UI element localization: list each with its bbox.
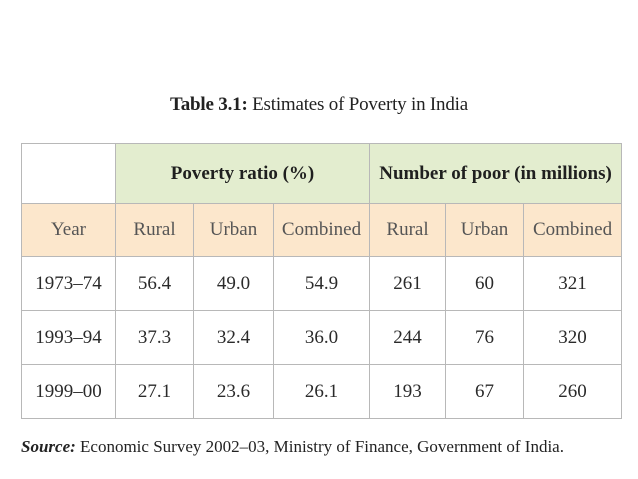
source-label: Source: xyxy=(21,437,76,456)
source-text: Economic Survey 2002–03, Ministry of Fin… xyxy=(80,437,564,456)
cell-year: 1999–00 xyxy=(21,364,116,419)
column-header-row: Year Rural Urban Combined Rural Urban Co… xyxy=(21,203,623,257)
cell-ratio-combined: 26.1 xyxy=(272,364,371,419)
cell-year: 1993–94 xyxy=(21,310,116,365)
cell-poor-rural: 261 xyxy=(369,256,447,311)
cell-poor-combined: 320 xyxy=(523,310,623,365)
empty-corner-cell xyxy=(21,143,116,204)
group-header-number-of-poor: Number of poor (in millions) xyxy=(369,143,623,204)
cell-poor-rural: 244 xyxy=(369,310,447,365)
table-title-label: Table 3.1: xyxy=(170,94,248,115)
source-note: Source: Economic Survey 2002–03, Ministr… xyxy=(21,437,564,457)
group-header-poverty-ratio: Poverty ratio (%) xyxy=(114,143,371,204)
cell-poor-rural: 193 xyxy=(369,364,447,419)
cell-ratio-combined: 36.0 xyxy=(272,310,371,365)
cell-ratio-rural: 56.4 xyxy=(115,256,194,311)
column-header-poor-combined: Combined xyxy=(523,203,623,257)
cell-ratio-rural: 27.1 xyxy=(115,364,194,419)
cell-year: 1973–74 xyxy=(21,256,116,311)
cell-poor-combined: 260 xyxy=(523,364,623,419)
cell-ratio-urban: 49.0 xyxy=(193,256,274,311)
column-header-ratio-rural: Rural xyxy=(115,203,194,257)
column-header-poor-rural: Rural xyxy=(369,203,447,257)
column-header-poor-urban: Urban xyxy=(445,203,525,257)
cell-poor-urban: 60 xyxy=(445,256,525,311)
table-title: Table 3.1: Estimates of Poverty in India xyxy=(0,94,638,116)
column-header-year: Year xyxy=(21,203,116,257)
column-header-ratio-combined: Combined xyxy=(272,203,371,257)
cell-poor-urban: 76 xyxy=(445,310,525,365)
table-title-text: Estimates of Poverty in India xyxy=(252,94,468,115)
table-row: 1999–00 27.1 23.6 26.1 193 67 260 xyxy=(21,364,623,419)
group-header-row: Poverty ratio (%) Number of poor (in mil… xyxy=(21,143,623,204)
cell-poor-urban: 67 xyxy=(445,364,525,419)
cell-poor-combined: 321 xyxy=(523,256,623,311)
table-row: 1973–74 56.4 49.0 54.9 261 60 321 xyxy=(21,256,623,311)
cell-ratio-combined: 54.9 xyxy=(272,256,371,311)
cell-ratio-urban: 23.6 xyxy=(193,364,274,419)
cell-ratio-urban: 32.4 xyxy=(193,310,274,365)
table-row: 1993–94 37.3 32.4 36.0 244 76 320 xyxy=(21,310,623,365)
poverty-table: Poverty ratio (%) Number of poor (in mil… xyxy=(21,143,623,419)
cell-ratio-rural: 37.3 xyxy=(115,310,194,365)
column-header-ratio-urban: Urban xyxy=(193,203,274,257)
